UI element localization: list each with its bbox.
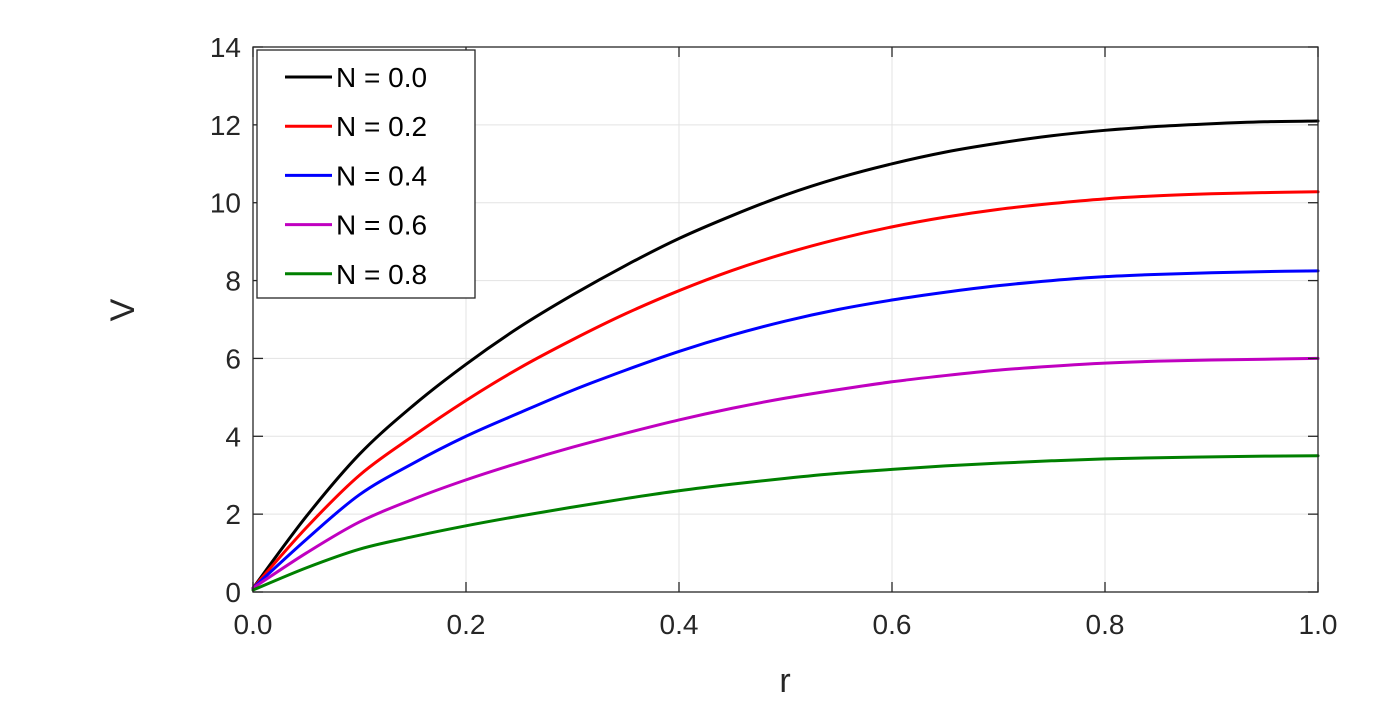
legend-label-3: N = 0.6 <box>336 210 427 241</box>
series-line-2 <box>251 269 1320 590</box>
legend: N = 0.0 N = 0.2 N = 0.4 N = 0.6 N = 0.8 <box>256 49 476 299</box>
y-tick-label: 2 <box>225 499 241 530</box>
legend-label-4: N = 0.8 <box>336 259 427 290</box>
y-tick-label: 4 <box>225 421 241 452</box>
series-layer <box>251 119 1320 592</box>
x-tick-label: 0.4 <box>660 609 699 640</box>
legend-label-0: N = 0.0 <box>336 62 427 93</box>
series-line-4 <box>251 454 1320 592</box>
legend-label-1: N = 0.2 <box>336 111 427 142</box>
ticks <box>252 46 1319 593</box>
y-tick-label: 8 <box>225 266 241 297</box>
x-tick-label: 0.8 <box>1086 609 1125 640</box>
y-axis-label: V <box>104 298 142 321</box>
y-tick-label: 10 <box>210 188 241 219</box>
x-tick-label: 0.6 <box>873 609 912 640</box>
series-line-1 <box>251 190 1320 590</box>
y-tick-label: 12 <box>210 110 241 141</box>
plot-frame <box>252 46 1319 593</box>
x-axis-label: r <box>779 662 790 700</box>
tick-labels: 0.0 0.2 0.4 0.6 0.8 1.0 0 2 4 6 8 10 12 14 <box>210 32 1338 640</box>
series-line-0 <box>251 119 1320 590</box>
legend-label-2: N = 0.4 <box>336 160 427 191</box>
x-tick-label: 1.0 <box>1299 609 1338 640</box>
x-tick-label: 0.2 <box>447 609 486 640</box>
y-tick-label: 6 <box>225 343 241 374</box>
x-tick-label: 0.0 <box>234 609 273 640</box>
y-tick-label: 0 <box>225 577 241 608</box>
y-tick-label: 14 <box>210 32 241 63</box>
series-line-3 <box>251 356 1320 590</box>
